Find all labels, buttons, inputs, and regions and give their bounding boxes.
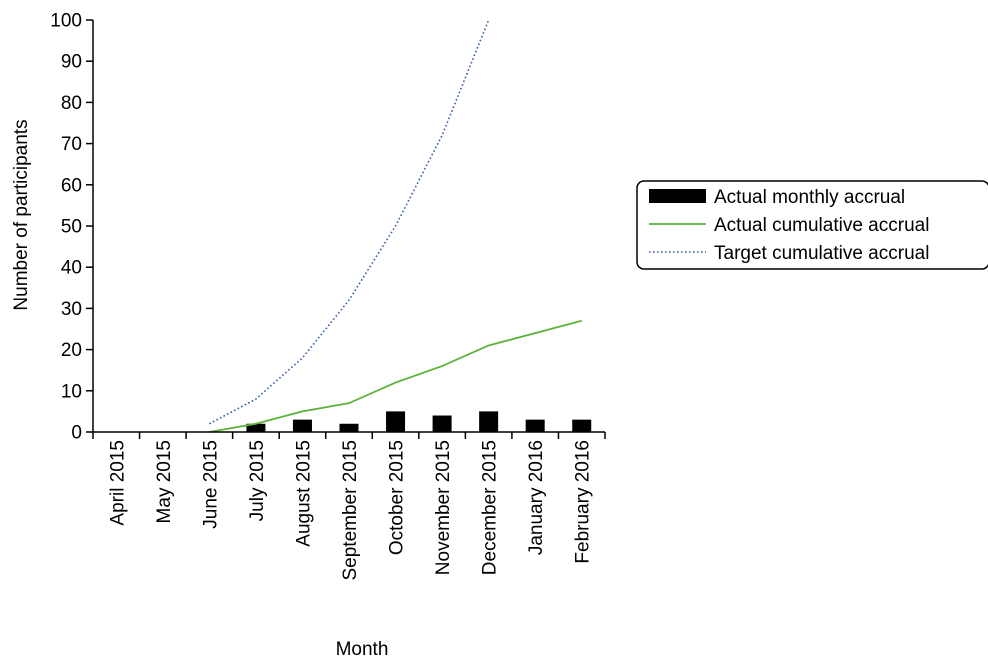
bar	[386, 411, 406, 432]
y-axis-title: Number of participants	[11, 119, 32, 310]
x-tick-label: April 2015	[107, 440, 128, 526]
y-tick-label: 60	[61, 175, 82, 196]
y-tick-label: 90	[61, 52, 82, 73]
bar	[292, 419, 312, 432]
bar	[572, 419, 592, 432]
legend-box	[636, 180, 988, 270]
x-tick-label: July 2015	[247, 440, 268, 521]
bar	[432, 415, 452, 432]
x-tick-label: December 2015	[480, 440, 501, 575]
y-tick-label: 100	[50, 11, 82, 32]
legend-label: Target cumulative accrual	[714, 243, 929, 264]
y-tick-label: 50	[61, 217, 82, 238]
legend-swatch-bar	[649, 189, 706, 203]
x-tick-label: September 2015	[340, 440, 361, 581]
axes	[92, 20, 605, 433]
y-tick-label: 0	[71, 423, 82, 444]
bar	[246, 423, 266, 432]
legend: Actual monthly accrual Actual cumulative …	[636, 180, 988, 270]
x-tick-label: August 2015	[293, 440, 314, 547]
y-tick-label: 70	[61, 134, 82, 155]
actual-cumulative-line	[209, 319, 582, 433]
y-tick-label: 30	[61, 299, 82, 320]
bar	[479, 411, 499, 432]
bar	[525, 419, 545, 432]
legend-label: Actual monthly accrual	[714, 187, 905, 208]
bar	[339, 423, 359, 432]
y-tick-label: 20	[61, 340, 82, 361]
x-tick-label: May 2015	[154, 440, 175, 523]
plot-area	[208, 19, 592, 433]
x-tick-label: February 2016	[573, 440, 594, 564]
y-tick-label: 80	[61, 93, 82, 114]
ticks: 0 10 20 30 40 50 60 70 80 90 100 April 2015 May 2015…	[50, 11, 606, 581]
x-tick-label: June 2015	[200, 440, 221, 529]
y-tick-label: 40	[61, 258, 82, 279]
x-tick-label: November 2015	[433, 440, 454, 575]
x-tick-label: October 2015	[387, 440, 408, 555]
x-tick-label: January 2016	[526, 440, 547, 555]
y-tick-label: 10	[61, 381, 82, 402]
x-axis-title: Month	[336, 639, 389, 660]
target-cumulative-line	[208, 19, 490, 425]
legend-label: Actual cumulative accrual	[714, 215, 929, 236]
